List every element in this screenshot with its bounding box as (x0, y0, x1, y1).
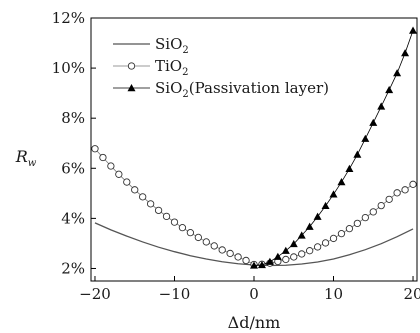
y-axis-label-main: R (15, 147, 28, 166)
legend-label-main: SiO (155, 79, 182, 97)
data-point (162, 212, 171, 221)
data-point (281, 246, 290, 254)
data-point (234, 253, 242, 261)
data-point (218, 246, 226, 254)
data-point (313, 212, 322, 220)
data-point (146, 200, 155, 208)
data-point (210, 242, 218, 250)
data-point (369, 118, 378, 126)
series-0 (94, 222, 414, 267)
data-point (329, 190, 338, 198)
data-point (202, 238, 210, 246)
x-tick-label: −10 (159, 285, 191, 303)
data-point (361, 134, 370, 142)
series-1 (91, 145, 417, 269)
legend-label: SiO2 (155, 35, 189, 56)
data-point (306, 247, 314, 255)
legend-item-1: TiO2 (113, 57, 188, 78)
data-point (393, 189, 401, 197)
data-point (186, 229, 195, 237)
data-point (393, 69, 402, 77)
data-point (170, 218, 179, 226)
series-2 (250, 26, 418, 269)
data-point (409, 180, 417, 188)
series-line (94, 148, 414, 265)
data-point (305, 222, 314, 230)
data-point (353, 150, 362, 158)
data-point (353, 219, 362, 228)
data-point (321, 201, 330, 210)
data-point (290, 253, 298, 261)
data-point (385, 85, 394, 94)
legend-label-sub: 2 (182, 45, 188, 56)
axes: −20 −10 0 10 20 2% 4% 6% 8% 10% 12% (52, 9, 420, 303)
data-point (369, 208, 377, 216)
legend-marker (127, 84, 136, 92)
data-point (345, 225, 354, 233)
data-point (385, 195, 393, 203)
data-point (194, 233, 202, 242)
data-point (265, 257, 274, 265)
series-line (94, 222, 414, 267)
legend-label-rest: (Passivation layer) (189, 79, 329, 97)
y-axis-label: Rw (15, 147, 37, 169)
data-point (250, 261, 258, 269)
data-point (257, 260, 266, 269)
y-tick-label: 8% (61, 109, 85, 127)
data-point (361, 213, 369, 222)
data-point (337, 230, 346, 238)
data-point (91, 145, 99, 153)
data-point (329, 234, 338, 243)
data-point (139, 193, 147, 201)
data-point (115, 170, 123, 178)
data-point (282, 255, 290, 264)
x-tick-label: −20 (79, 285, 111, 303)
data-point (298, 250, 306, 258)
data-point (313, 243, 322, 251)
y-tick-label: 4% (61, 209, 85, 227)
x-tick-label: 20 (403, 285, 420, 303)
data-point (377, 102, 386, 110)
legend-label-main: TiO (155, 57, 182, 75)
data-point (377, 201, 385, 210)
data-point (345, 164, 354, 172)
data-point (289, 239, 298, 248)
y-axis-label-sub: w (28, 158, 37, 169)
data-point (337, 178, 346, 186)
legend-label-main: SiO (155, 35, 182, 53)
series-layer (91, 26, 418, 269)
data-point (409, 26, 418, 34)
y-tick-label: 10% (52, 59, 85, 77)
data-point (178, 223, 187, 232)
legend-label: SiO2(Passivation layer) (155, 79, 329, 100)
data-point (401, 186, 409, 194)
data-point (226, 249, 234, 258)
y-tick-label: 6% (61, 159, 85, 177)
data-point (154, 206, 163, 215)
x-axis-label: Δd/nm (228, 313, 281, 332)
data-point (321, 239, 330, 247)
data-point (297, 231, 306, 239)
x-tick-label: 10 (324, 285, 343, 303)
data-point (99, 153, 107, 162)
legend-label: TiO2 (155, 57, 188, 78)
legend-item-2: SiO2(Passivation layer) (113, 79, 329, 100)
data-point (123, 178, 131, 186)
legend-label-sub: 2 (182, 89, 188, 100)
legend-label-sub: 2 (182, 67, 188, 78)
data-point (273, 252, 282, 260)
y-tick-label: 12% (52, 9, 85, 27)
x-tick-label: 0 (249, 285, 259, 303)
data-point (107, 162, 115, 170)
legend-item-0: SiO2 (113, 35, 189, 56)
series-line (253, 30, 414, 266)
data-point (131, 186, 139, 194)
data-point (242, 256, 250, 265)
legend-marker (127, 62, 136, 70)
y-tick-label: 2% (61, 259, 85, 277)
data-point (401, 49, 410, 57)
